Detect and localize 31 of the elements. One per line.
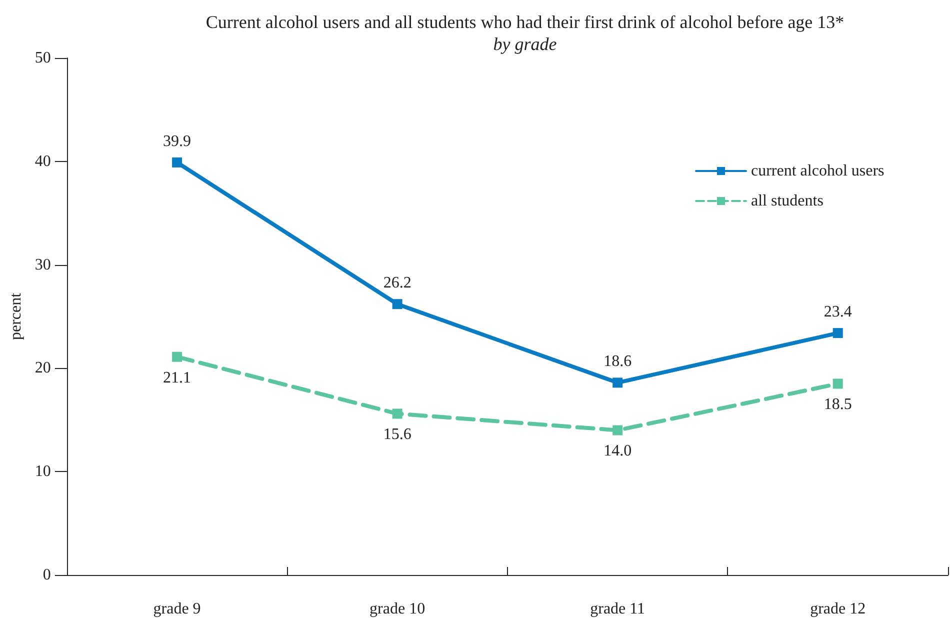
point [172, 157, 182, 168]
x-tick-label: grade 9 [153, 600, 201, 618]
y-tick-label: 30 [34, 256, 51, 274]
data-label: 14.0 [604, 442, 632, 460]
legend-label: all students [751, 192, 824, 210]
x-tick-label: grade 10 [370, 600, 426, 618]
point [392, 408, 402, 419]
legend-label: current alcohol users [751, 162, 884, 180]
point [612, 378, 623, 388]
point [392, 299, 402, 310]
x-tick-label: grade 12 [810, 600, 866, 618]
data-label: 26.2 [383, 274, 412, 292]
y-tick-label: 50 [34, 50, 51, 66]
y-tick-label: 0 [42, 566, 51, 584]
data-label: 21.1 [163, 369, 192, 386]
y-tick-label: 40 [34, 152, 51, 170]
point [172, 352, 182, 362]
point [612, 425, 623, 436]
point [832, 328, 843, 338]
data-label: 15.6 [383, 426, 412, 444]
chart-title: Current alcohol users and all students who had their first drink of alcohol before age 13* [206, 12, 844, 32]
chart-subtitle: by grade [493, 34, 557, 54]
y-tick-label: 10 [34, 463, 51, 480]
y-axis-title: percent [8, 292, 24, 340]
data-label: 23.4 [824, 304, 852, 321]
x-tick-label: grade 11 [590, 600, 646, 618]
data-label: 39.9 [163, 132, 192, 150]
y-tick-label: 20 [34, 360, 51, 377]
data-label: 18.5 [824, 396, 852, 414]
data-label: 18.6 [604, 353, 632, 370]
point [832, 378, 843, 389]
